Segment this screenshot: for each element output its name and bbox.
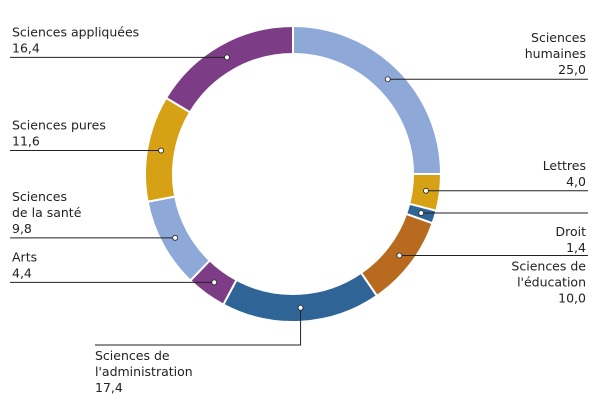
data-label: 25,0 bbox=[558, 62, 586, 77]
donut-segment bbox=[144, 96, 192, 203]
data-label: 16,4 bbox=[12, 40, 40, 55]
label-dot bbox=[396, 252, 403, 259]
leader-line bbox=[95, 307, 302, 346]
data-label: 1,4 bbox=[566, 240, 586, 255]
category-label: Sciences appliquées bbox=[12, 24, 139, 39]
category-label: Sciences de bbox=[95, 348, 170, 363]
category-label: Sciences bbox=[12, 189, 67, 204]
data-label: 17,4 bbox=[95, 380, 123, 395]
data-label: 10,0 bbox=[558, 290, 586, 305]
category-label: l'administration bbox=[95, 364, 193, 379]
category-label: Sciences bbox=[531, 30, 586, 45]
label-dot bbox=[158, 147, 164, 154]
donut-segment bbox=[146, 195, 212, 283]
data-label: 4,4 bbox=[12, 265, 32, 280]
category-label: l'éducation bbox=[517, 274, 586, 289]
category-label: Droit bbox=[555, 224, 586, 239]
category-label: Arts bbox=[12, 249, 37, 264]
label-dot bbox=[224, 54, 230, 61]
category-label: Lettres bbox=[543, 158, 586, 173]
data-label: 9,8 bbox=[12, 221, 32, 236]
donut-segment bbox=[292, 24, 443, 175]
label-dot bbox=[418, 210, 425, 216]
category-label: Sciences de bbox=[511, 258, 586, 273]
label-dot bbox=[211, 279, 218, 286]
label-dot bbox=[423, 187, 429, 194]
label-dot bbox=[297, 304, 304, 311]
donut-segment bbox=[164, 24, 294, 114]
label-dot bbox=[172, 234, 179, 241]
data-label: 11,6 bbox=[12, 134, 40, 149]
label-dot bbox=[384, 76, 391, 83]
category-label: humaines bbox=[525, 46, 586, 61]
category-label: de la santé bbox=[12, 205, 82, 220]
category-label: Sciences pures bbox=[12, 118, 106, 133]
data-label: 4,0 bbox=[566, 174, 586, 189]
